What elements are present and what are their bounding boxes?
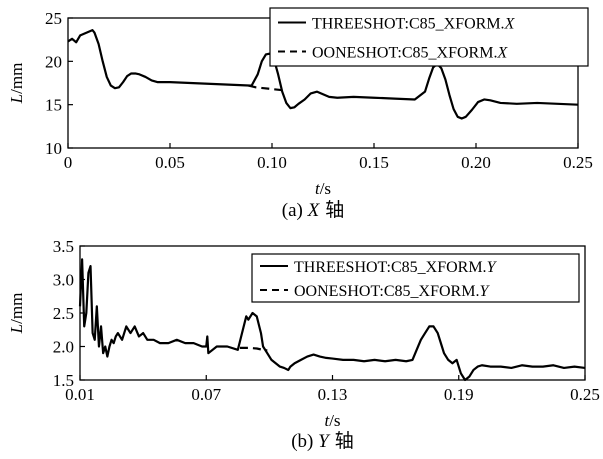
x-tick-label: 0.19 bbox=[444, 385, 474, 404]
x-axis-label: t/s bbox=[324, 411, 340, 430]
x-tick-label: 0.07 bbox=[191, 385, 221, 404]
y-tick-label: 10 bbox=[45, 139, 62, 158]
chart-caption: (b) Y 轴 bbox=[291, 430, 354, 452]
x-tick-label: 0 bbox=[64, 153, 73, 172]
x-tick-label: 0.10 bbox=[257, 153, 287, 172]
axis-ticks: 0 0.05 0.10 0.15 0.20 0.25 10 15 20 25 bbox=[45, 9, 593, 172]
legend: THREESHOT:C85_XFORM.X OONESHOT:C85_XFORM.… bbox=[269, 7, 589, 67]
series-oneshot-line bbox=[239, 346, 268, 352]
y-tick-label: 20 bbox=[45, 52, 62, 71]
plot-lines bbox=[78, 258, 586, 382]
x-tick-label: 0.05 bbox=[155, 153, 185, 172]
y-tick-label: 2.5 bbox=[53, 304, 74, 323]
x-tick-label: 0.01 bbox=[65, 385, 95, 404]
chart-panel-x-axis: 0 0.05 0.10 0.15 0.20 0.25 10 15 20 25 L/mm t/s T… bbox=[7, 7, 593, 221]
y-axis-label: L/mm bbox=[7, 293, 26, 335]
legend: THREESHOT:C85_XFORM.Y OONESHOT:C85_XFORM.… bbox=[251, 253, 580, 303]
axis-ticks: 0.01 0.07 0.13 0.19 0.25 1.5 2.0 2.5 3.0 3.5 bbox=[53, 237, 600, 404]
y-tick-label: 15 bbox=[45, 96, 62, 115]
legend-box bbox=[251, 253, 580, 303]
y-tick-label: 3.0 bbox=[53, 271, 74, 290]
legend-entry: OONESHOT:C85_XFORM.X bbox=[312, 45, 508, 62]
y-tick-label: 25 bbox=[45, 9, 62, 28]
series-threeshot-line bbox=[67, 29, 579, 120]
x-tick-label: 0.20 bbox=[461, 153, 491, 172]
x-tick-label: 0.13 bbox=[318, 385, 348, 404]
y-tick-label: 3.5 bbox=[53, 237, 74, 256]
series-threeshot-line bbox=[78, 258, 586, 382]
legend-entry: THREESHOT:C85_XFORM.Y bbox=[294, 259, 498, 276]
y-tick-label: 2.0 bbox=[53, 338, 74, 357]
y-tick-label: 1.5 bbox=[53, 371, 74, 390]
plot-lines bbox=[67, 29, 579, 120]
legend-entry: OONESHOT:C85_XFORM.Y bbox=[294, 283, 490, 300]
x-tick-label: 0.15 bbox=[359, 153, 389, 172]
x-tick-label: 0.25 bbox=[570, 385, 600, 404]
x-tick-label: 0.25 bbox=[563, 153, 593, 172]
legend-entry: THREESHOT:C85_XFORM.X bbox=[312, 16, 516, 33]
chart-panel-y-axis: 0.01 0.07 0.13 0.19 0.25 1.5 2.0 2.5 3.0 3.5 L/mm… bbox=[7, 237, 600, 452]
x-axis-label: t/s bbox=[315, 179, 331, 198]
legend-box bbox=[269, 7, 589, 67]
series-oneshot-line bbox=[248, 84, 287, 92]
chart-caption: (a) X 轴 bbox=[282, 199, 345, 221]
y-axis-label: L/mm bbox=[7, 63, 26, 105]
